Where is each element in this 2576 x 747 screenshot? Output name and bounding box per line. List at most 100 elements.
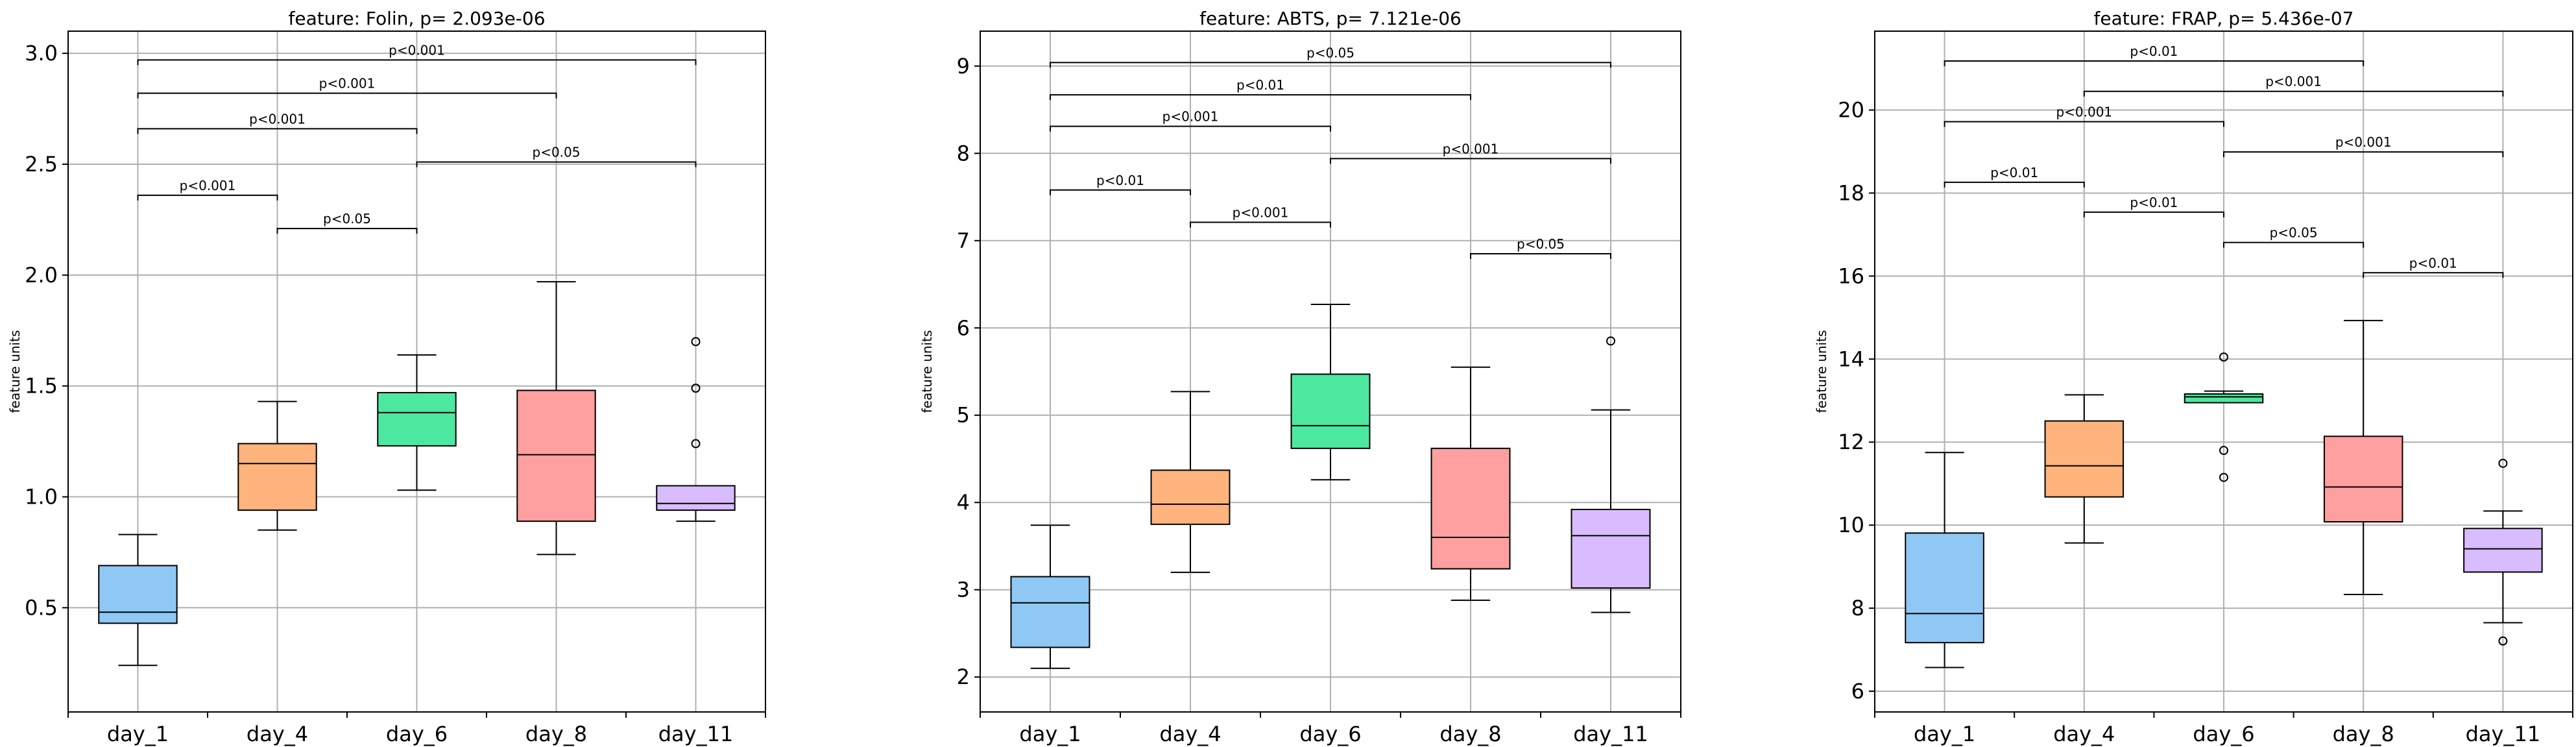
iqr-box [98, 565, 178, 624]
box-day_1 [1905, 452, 1984, 668]
y-tick-label: 1.5 [25, 374, 58, 398]
bracket-label: p<0.001 [249, 111, 306, 127]
bracket-line [1330, 158, 1611, 164]
y-tick-label: 2.5 [25, 152, 58, 177]
significance-bracket: p<0.05 [1470, 236, 1611, 259]
panel-3: 6 8 10 12 14 16 18 20 day_1 day_4 day_6 day_8 day_11… [1814, 8, 2573, 746]
y-tick-label: 5 [957, 403, 970, 428]
outlier-point [2219, 352, 2228, 362]
bracket-label: p<0.01 [2130, 195, 2178, 210]
y-tick-label: 6 [957, 315, 970, 340]
y-tick-label: 4 [957, 490, 970, 515]
y-tick-label: 9 [957, 54, 970, 79]
x-tick-label: day_1 [1914, 722, 1975, 746]
bracket-label: p<0.05 [1517, 236, 1565, 252]
chart-title: feature: FRAP, p= 5.436e-07 [2094, 8, 2354, 29]
x-tick-label: day_8 [2333, 722, 2394, 746]
bracket-line [1050, 62, 1611, 68]
bracket-label: p<0.01 [1990, 165, 2038, 180]
y-tick-label: 3 [957, 578, 970, 602]
bracket-label: p<0.05 [1306, 45, 1354, 60]
x-tick-label: day_8 [525, 722, 587, 746]
bracket-label: p<0.001 [1443, 141, 1499, 156]
bracket-label: p<0.01 [1096, 173, 1144, 188]
significance-bracket: p<0.01 [1050, 173, 1191, 195]
y-tick-label: 18 [1838, 180, 1864, 205]
significance-bracket: p<0.01 [2083, 195, 2224, 217]
outlier-point [1606, 336, 1615, 346]
axes-frame [67, 31, 766, 713]
bracket-label: p<0.01 [2409, 255, 2457, 271]
bracket-label: p<0.001 [319, 76, 376, 92]
box-day_1 [1010, 524, 1090, 669]
bracket-label: p<0.001 [1162, 109, 1219, 125]
y-axis-label: feature units [919, 330, 935, 413]
bracket-line [2223, 241, 2365, 248]
y-tick-label: 2.0 [25, 263, 58, 288]
y-axis-label: feature units [1814, 330, 1829, 413]
outlier-point [691, 337, 701, 347]
bracket-line [137, 194, 278, 201]
bracket-label: p<0.001 [1233, 205, 1289, 221]
bracket-label: p<0.01 [2130, 43, 2178, 59]
x-tick-label: day_11 [2466, 722, 2541, 746]
chart-title: feature: ABTS, p= 7.121e-06 [1199, 8, 1462, 29]
x-tick-label: day_4 [2053, 722, 2115, 746]
bracket-label: p<0.05 [533, 145, 581, 160]
significance-bracket: p<0.05 [1050, 45, 1611, 68]
box-day_11 [2463, 458, 2543, 646]
iqr-box [656, 485, 736, 511]
iqr-box [2323, 435, 2403, 523]
x-tick-label: day_1 [107, 722, 169, 746]
bracket-line [2223, 151, 2504, 158]
bracket-label: p<0.001 [2335, 134, 2392, 150]
x-tick-label: day_6 [386, 722, 448, 746]
bracket-label: p<0.001 [389, 42, 445, 58]
y-tick-label: 12 [1838, 430, 1864, 454]
axes-frame [1874, 31, 2573, 713]
iqr-box [2463, 528, 2543, 573]
bracket-line [137, 59, 697, 66]
iqr-box [1571, 508, 1651, 589]
y-tick-label: 16 [1838, 263, 1864, 288]
significance-bracket: p<0.001 [137, 111, 418, 134]
iqr-box [516, 389, 596, 522]
y-tick-label: 1.0 [25, 485, 58, 509]
significance-bracket: p<0.01 [1944, 165, 2085, 188]
bracket-label: p<0.05 [323, 211, 371, 227]
significance-bracket: p<0.001 [137, 42, 697, 66]
bracket-line [2083, 211, 2224, 217]
bracket-line [2363, 272, 2504, 278]
outlier-point [2219, 446, 2228, 456]
y-tick-label: 3.0 [25, 41, 58, 66]
bracket-label: p<0.01 [1236, 77, 1284, 93]
chart-title: feature: Folin, p= 2.093e-06 [288, 8, 545, 29]
y-tick-label: 2 [957, 665, 970, 689]
bracket-line [1944, 121, 2224, 127]
significance-bracket: p<0.001 [137, 178, 278, 201]
bracket-label: p<0.05 [2270, 225, 2318, 241]
significance-bracket: p<0.001 [2223, 134, 2504, 158]
iqr-box [2044, 420, 2125, 498]
significance-bracket: p<0.01 [1050, 77, 1471, 101]
y-tick-label: 14 [1838, 347, 1864, 371]
bracket-label: p<0.001 [2056, 104, 2112, 119]
box-day_6 [377, 354, 457, 491]
box-day_11 [1571, 336, 1651, 613]
iqr-box [1905, 532, 1984, 644]
outlier-point [691, 384, 701, 393]
bracket-line [137, 92, 557, 99]
iqr-box [1010, 576, 1090, 648]
bracket-line [1050, 189, 1191, 195]
bracket-line [1050, 125, 1331, 132]
bracket-label: p<0.001 [180, 178, 236, 193]
y-tick-label: 7 [957, 228, 970, 253]
bracket-line [137, 128, 418, 134]
bracket-line [276, 228, 418, 234]
x-tick-label: day_4 [247, 722, 308, 746]
axes-frame [980, 31, 1681, 713]
outlier-point [2498, 636, 2508, 646]
box-day_4 [2044, 394, 2125, 544]
significance-bracket: p<0.001 [1050, 109, 1331, 132]
y-axis-label: feature units [7, 330, 23, 413]
